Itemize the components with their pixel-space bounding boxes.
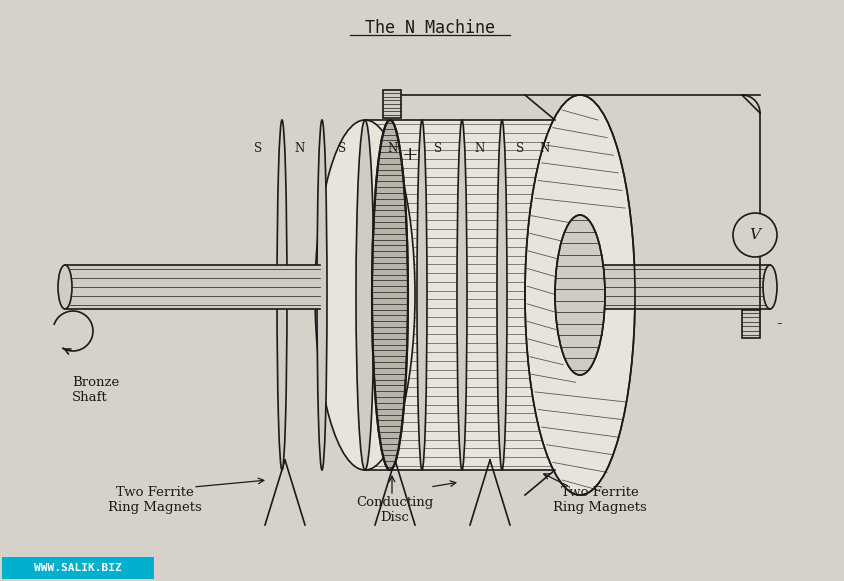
Text: The N Machine: The N Machine xyxy=(365,19,495,37)
Ellipse shape xyxy=(524,95,634,495)
Text: N: N xyxy=(474,142,484,155)
Bar xyxy=(382,90,401,118)
Text: WWW.SALIK.BIZ: WWW.SALIK.BIZ xyxy=(34,563,122,573)
Ellipse shape xyxy=(277,120,287,470)
Text: S: S xyxy=(254,142,262,155)
Text: +: + xyxy=(401,146,418,164)
Text: S: S xyxy=(516,142,523,155)
Ellipse shape xyxy=(355,120,374,470)
Text: Two Ferrite
Ring Magnets: Two Ferrite Ring Magnets xyxy=(553,486,647,514)
Ellipse shape xyxy=(58,265,72,309)
Ellipse shape xyxy=(315,120,414,470)
Ellipse shape xyxy=(762,265,776,309)
Ellipse shape xyxy=(416,120,426,470)
Ellipse shape xyxy=(371,120,408,470)
Polygon shape xyxy=(365,120,555,470)
Ellipse shape xyxy=(496,120,506,470)
Circle shape xyxy=(732,213,776,257)
Text: N: N xyxy=(539,142,549,155)
Text: V: V xyxy=(749,228,760,242)
Text: Two Ferrite
Ring Magnets: Two Ferrite Ring Magnets xyxy=(108,486,202,514)
Bar xyxy=(741,310,759,338)
Bar xyxy=(2,557,154,579)
Text: N: N xyxy=(387,142,398,155)
Ellipse shape xyxy=(316,120,327,470)
Ellipse shape xyxy=(555,215,604,375)
Text: N: N xyxy=(295,142,305,155)
Text: S: S xyxy=(434,142,441,155)
Ellipse shape xyxy=(457,120,467,470)
Text: -: - xyxy=(776,315,781,332)
Text: Bronze
Shaft: Bronze Shaft xyxy=(72,376,119,404)
Text: Conducting
Disc: Conducting Disc xyxy=(356,496,433,524)
Polygon shape xyxy=(65,265,320,309)
Text: S: S xyxy=(338,142,346,155)
Polygon shape xyxy=(579,265,769,309)
